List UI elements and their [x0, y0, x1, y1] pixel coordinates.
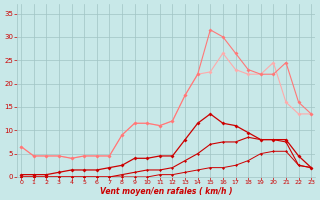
- X-axis label: Vent moyen/en rafales ( km/h ): Vent moyen/en rafales ( km/h ): [100, 187, 232, 196]
